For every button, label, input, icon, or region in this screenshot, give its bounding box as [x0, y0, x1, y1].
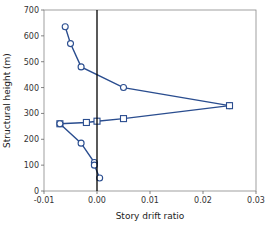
y-tick-label: 0: [34, 187, 39, 196]
y-tick: [41, 61, 44, 62]
y-tick-label: 200: [24, 135, 39, 144]
point-marker: [121, 116, 127, 122]
x-tick: [256, 191, 257, 194]
axes: -0.01 0.00 0.01 0.02 0.03 0 100 200 300 400 500 600…: [24, 6, 265, 205]
point-marker: [227, 103, 233, 109]
point-marker: [227, 103, 233, 109]
y-axis-label: Structural height (m): [2, 53, 12, 148]
y-tick: [41, 139, 44, 140]
series-line: [60, 124, 100, 178]
point-marker: [62, 24, 68, 30]
y-tick-label: 500: [24, 58, 39, 67]
point-marker: [68, 41, 74, 47]
chart: -0.01 0.00 0.01 0.02 0.03 0 100 200 300 400 500 600…: [0, 0, 268, 225]
point-marker: [83, 119, 89, 125]
y-tick: [41, 10, 44, 11]
y-tick: [41, 87, 44, 88]
plot-area: [57, 10, 233, 191]
point-marker: [78, 140, 84, 146]
x-tick-label: 0.01: [141, 196, 159, 205]
x-tick-label: 0.00: [88, 196, 106, 205]
x-tick: [97, 191, 98, 194]
plot-frame: [44, 10, 256, 191]
point-marker: [121, 85, 127, 91]
x-tick: [203, 191, 204, 194]
y-tick-label: 300: [24, 109, 39, 118]
y-tick: [41, 191, 44, 192]
x-axis-label: Story drift ratio: [116, 211, 185, 221]
y-tick-label: 400: [24, 84, 39, 93]
y-tick-label: 700: [24, 6, 39, 15]
point-marker: [57, 121, 63, 127]
point-marker: [57, 121, 63, 127]
x-tick-label: -0.01: [34, 196, 55, 205]
series-line: [65, 27, 229, 106]
point-marker: [78, 64, 84, 70]
x-tick: [44, 191, 45, 194]
y-tick: [41, 113, 44, 114]
y-tick-label: 100: [24, 161, 39, 170]
y-tick: [41, 165, 44, 166]
reference-line: [96, 10, 97, 191]
y-tick-label: 600: [24, 32, 39, 41]
x-tick: [150, 191, 151, 194]
x-tick-label: 0.02: [194, 196, 212, 205]
y-tick: [41, 35, 44, 36]
x-tick-label: 0.03: [247, 196, 265, 205]
